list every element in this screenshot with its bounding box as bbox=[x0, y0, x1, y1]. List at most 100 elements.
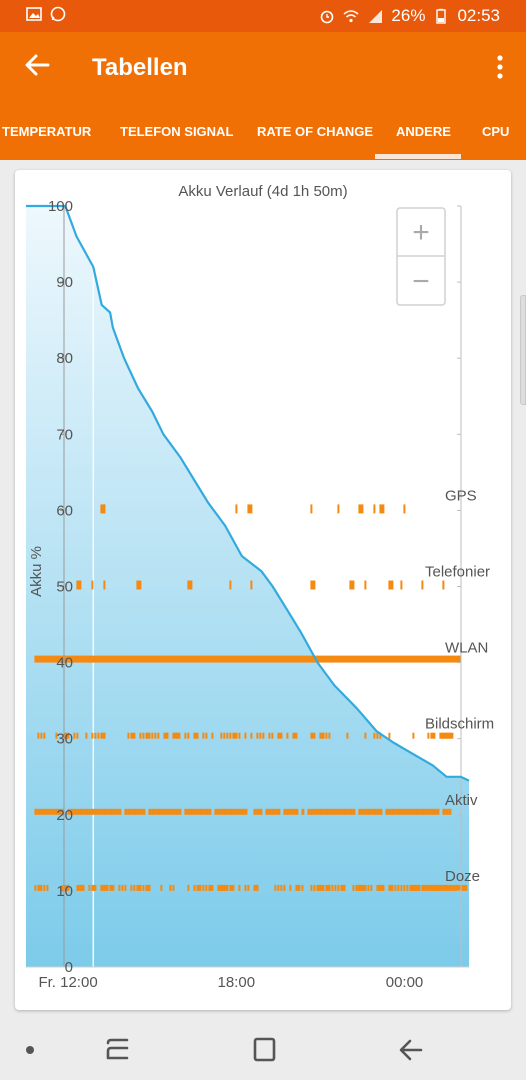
event-bar bbox=[100, 504, 106, 514]
tab-telefon-signal[interactable]: TELEFON SIGNAL bbox=[120, 124, 234, 139]
event-bar bbox=[148, 732, 151, 739]
event-bar bbox=[79, 808, 83, 815]
event-bar bbox=[172, 732, 178, 739]
event-bar bbox=[187, 732, 190, 739]
event-bar bbox=[238, 808, 242, 815]
chart-title: Akku Verlauf (4d 1h 50m) bbox=[178, 183, 347, 200]
event-bar bbox=[292, 808, 296, 815]
event-bar bbox=[160, 808, 164, 815]
event-bar bbox=[274, 808, 278, 815]
event-bar bbox=[37, 884, 43, 891]
tab-temperatur[interactable]: TEMPERATUR bbox=[2, 124, 92, 139]
event-bar bbox=[193, 884, 196, 891]
event-bar bbox=[115, 808, 119, 815]
event-bar bbox=[379, 884, 385, 891]
event-bar bbox=[406, 808, 410, 815]
zoom-out-button[interactable]: − bbox=[412, 265, 430, 298]
event-bar bbox=[382, 884, 385, 891]
back-arrow-icon[interactable] bbox=[22, 50, 52, 80]
event-bar bbox=[187, 580, 193, 590]
event-bar bbox=[139, 732, 142, 739]
event-bar bbox=[280, 884, 283, 891]
zoom-in-button[interactable]: + bbox=[412, 216, 430, 249]
event-bar bbox=[424, 808, 428, 815]
event-bar bbox=[205, 884, 208, 891]
event-bar bbox=[175, 732, 181, 739]
battery-history-chart[interactable]: Akku Verlauf (4d 1h 50m) Akku % 0 10 20 30 40 5… bbox=[15, 170, 511, 1010]
event-bar bbox=[217, 808, 221, 815]
event-bar bbox=[325, 732, 328, 739]
event-bar bbox=[88, 808, 92, 815]
event-bar bbox=[310, 580, 316, 590]
event-bar bbox=[436, 808, 440, 815]
nav-dot-icon bbox=[26, 1046, 34, 1054]
event-bar bbox=[427, 732, 430, 739]
event-row-label: Bildschirm bbox=[425, 716, 494, 733]
event-bar bbox=[226, 732, 229, 739]
event-bar bbox=[166, 808, 170, 815]
active-tab-indicator bbox=[375, 154, 461, 159]
event-bar bbox=[220, 884, 226, 891]
event-bar bbox=[88, 884, 91, 891]
event-bar bbox=[250, 732, 253, 739]
y-tick-label: 90 bbox=[56, 274, 73, 291]
tab-cpu[interactable]: CPU bbox=[482, 124, 510, 139]
event-bar bbox=[217, 884, 223, 891]
event-bar bbox=[58, 808, 62, 815]
event-bar bbox=[136, 884, 142, 891]
event-bar bbox=[328, 808, 332, 815]
event-bar bbox=[259, 732, 262, 739]
event-bar bbox=[397, 808, 401, 815]
event-bar bbox=[67, 884, 70, 891]
scroll-handle[interactable] bbox=[520, 295, 526, 405]
event-bar bbox=[103, 504, 106, 514]
event-bar bbox=[82, 884, 85, 891]
event-bar bbox=[193, 808, 197, 815]
event-bar bbox=[238, 884, 241, 891]
y-tick-label: 30 bbox=[56, 731, 73, 748]
event-bar bbox=[253, 808, 257, 815]
event-bar bbox=[250, 580, 253, 590]
event-bar bbox=[223, 808, 227, 815]
event-bar bbox=[313, 808, 317, 815]
event-row-label: Telefonier bbox=[425, 564, 490, 581]
event-bar bbox=[376, 884, 382, 891]
more-options-icon[interactable] bbox=[494, 54, 506, 80]
y-tick-label: 50 bbox=[56, 579, 73, 596]
tab-rate-of-change[interactable]: RATE OF CHANGE bbox=[257, 124, 374, 139]
event-bar bbox=[310, 884, 313, 891]
alarm-icon bbox=[321, 10, 334, 24]
event-bar bbox=[100, 808, 104, 815]
event-bar bbox=[70, 808, 74, 815]
event-bar bbox=[379, 732, 382, 739]
event-bar bbox=[103, 732, 106, 739]
event-bar bbox=[442, 732, 448, 739]
event-bar bbox=[445, 808, 449, 815]
event-bar bbox=[388, 580, 394, 590]
event-bar bbox=[271, 732, 274, 739]
event-bar bbox=[208, 808, 212, 815]
event-bar bbox=[121, 884, 124, 891]
event-bar bbox=[322, 732, 325, 739]
status-bar: 26% 02:53 bbox=[0, 0, 526, 32]
back-nav-icon[interactable] bbox=[399, 1039, 423, 1061]
event-bar bbox=[331, 884, 334, 891]
event-bar-wlan bbox=[34, 655, 462, 663]
event-bar bbox=[175, 808, 179, 815]
event-bar bbox=[145, 732, 151, 739]
event-bar bbox=[34, 884, 37, 891]
event-bar bbox=[148, 808, 152, 815]
event-bar bbox=[388, 884, 394, 891]
recent-apps-icon[interactable] bbox=[106, 1038, 129, 1060]
event-bar bbox=[109, 808, 113, 815]
event-bar bbox=[76, 808, 80, 815]
event-bar bbox=[229, 884, 235, 891]
event-bar bbox=[169, 808, 173, 815]
app-bar: Tabellen bbox=[0, 32, 526, 102]
y-tick-label: 100 bbox=[48, 198, 73, 215]
y-tick-label: 10 bbox=[56, 883, 73, 900]
home-icon[interactable] bbox=[253, 1037, 276, 1062]
event-bar bbox=[358, 504, 364, 514]
event-bar bbox=[433, 808, 437, 815]
tab-andere[interactable]: ANDERE bbox=[396, 124, 451, 139]
